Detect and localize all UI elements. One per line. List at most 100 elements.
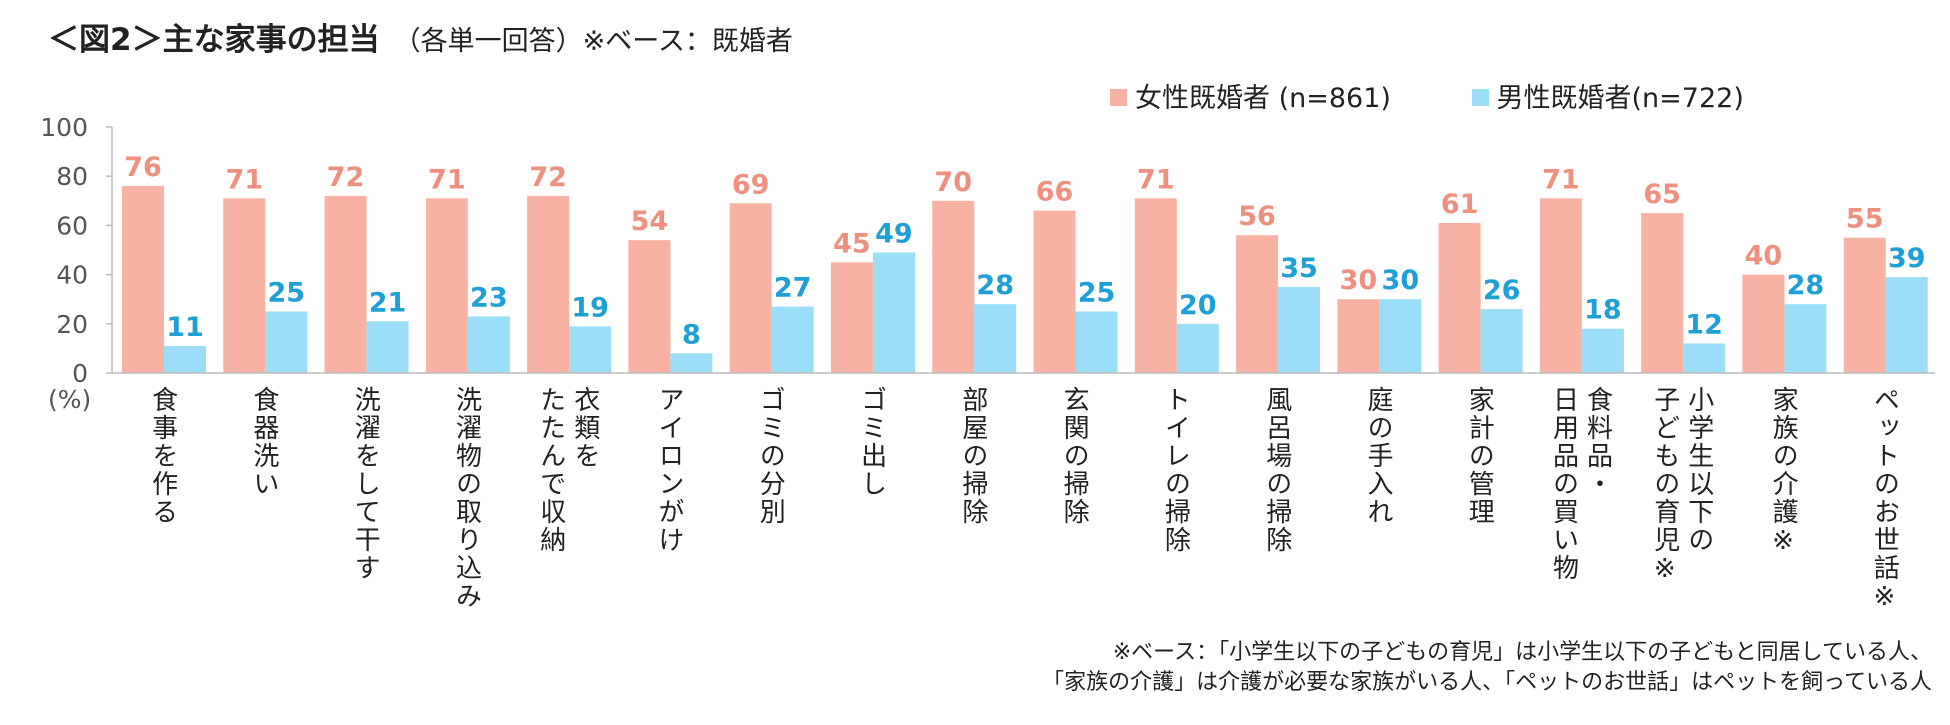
bar-male xyxy=(771,306,814,373)
data-label-female: 70 xyxy=(934,167,972,198)
legend-item-female: 女性既婚者 (n=861) xyxy=(1110,76,1391,115)
bar-female xyxy=(223,198,266,373)
data-label-female: 45 xyxy=(833,228,871,259)
data-label-male: 35 xyxy=(1280,253,1318,284)
bar-male xyxy=(1176,323,1219,373)
bar-female xyxy=(527,195,570,373)
chart-title: ＜図2＞主な家事の担当 xyxy=(48,22,380,58)
category-label: 部屋の掃除 xyxy=(957,386,988,526)
data-label-male: 25 xyxy=(267,278,305,309)
category-label: 玄関の掃除 xyxy=(1059,386,1090,526)
bar-male xyxy=(974,304,1017,373)
data-label-female: 71 xyxy=(1542,164,1580,195)
bar-female xyxy=(830,262,873,373)
bar-female xyxy=(1033,210,1076,373)
legend-item-male: 男性既婚者(n=722) xyxy=(1471,76,1744,115)
data-label-female: 72 xyxy=(327,162,365,193)
chart-title-row: ＜図2＞主な家事の担当 （各単一回答）※ベース：既婚者 xyxy=(48,14,793,59)
category-label: 家計の管理 xyxy=(1464,386,1495,526)
data-label-male: 11 xyxy=(166,312,204,343)
data-label-female: 30 xyxy=(1340,265,1378,296)
bar-female xyxy=(1337,299,1380,373)
bar-male xyxy=(1784,304,1827,373)
data-label-male: 19 xyxy=(571,292,609,323)
bar-female xyxy=(932,200,975,373)
data-label-male: 12 xyxy=(1685,309,1723,340)
data-label-female: 71 xyxy=(1137,164,1175,195)
data-label-male: 18 xyxy=(1584,295,1622,326)
bar-female xyxy=(1539,198,1582,373)
y-tick-label: 40 xyxy=(56,261,88,290)
bar-female xyxy=(1438,222,1481,373)
footnote-line-2: 「家族の介護」は介護が必要な家族がいる人、「ペットのお世話」はペットを飼っている… xyxy=(1042,670,1932,695)
data-label-female: 72 xyxy=(529,162,567,193)
data-label-male: 28 xyxy=(1787,270,1825,301)
chart-subtitle: （各単一回答）※ベース：既婚者 xyxy=(393,26,793,57)
y-tick-label: 80 xyxy=(56,162,88,191)
data-label-female: 40 xyxy=(1745,241,1783,272)
y-tick-label: 0 xyxy=(72,359,88,388)
category-label: 家族の介護※ xyxy=(1768,386,1799,558)
data-label-male: 20 xyxy=(1179,290,1217,321)
category-label: 小学生以下の 子どもの育児※ xyxy=(1649,386,1714,586)
bar-male xyxy=(366,321,409,373)
bar-male xyxy=(1480,309,1523,373)
bar-female xyxy=(1134,198,1177,373)
data-label-male: 28 xyxy=(976,270,1014,301)
category-label: 衣類を たたんで収納 xyxy=(535,386,600,554)
bar-female xyxy=(1742,274,1785,373)
legend-swatch-male xyxy=(1471,89,1489,106)
data-label-female: 65 xyxy=(1643,179,1681,210)
category-label: 食事を作る xyxy=(147,386,178,526)
bar-male xyxy=(1683,343,1726,373)
legend-label-female: 女性既婚者 (n=861) xyxy=(1135,83,1391,114)
bar-female xyxy=(1843,237,1886,373)
data-label-male: 25 xyxy=(1078,278,1116,309)
category-label: 庭の手入れ xyxy=(1362,386,1393,526)
category-label: 風呂場の掃除 xyxy=(1261,386,1292,554)
category-label: アイロンがけ xyxy=(654,386,685,554)
data-label-male: 39 xyxy=(1888,243,1926,274)
legend-label-male: 男性既婚者(n=722) xyxy=(1496,83,1744,114)
bar-female xyxy=(628,240,671,373)
bar-male xyxy=(1075,311,1118,373)
footnote-line-1: ※ベース：「小学生以下の子どもの育児」は小学生以下の子どもと同居している人、 xyxy=(1112,640,1932,665)
data-label-female: 71 xyxy=(225,164,263,195)
data-label-male: 27 xyxy=(774,273,812,304)
data-label-female: 69 xyxy=(732,169,770,200)
data-label-female: 61 xyxy=(1441,189,1479,220)
bar-male xyxy=(1278,286,1321,373)
bar-male xyxy=(1581,328,1624,373)
bar-male xyxy=(1885,277,1928,373)
data-label-male: 8 xyxy=(682,319,701,350)
category-label: ペットのお世話※ xyxy=(1869,386,1900,614)
legend-swatch-female xyxy=(1110,89,1127,106)
category-label: 食料品・ 日用品の買い物 xyxy=(1548,386,1613,582)
bar-female xyxy=(729,203,772,373)
category-label: 洗濯をして干す xyxy=(350,386,381,582)
data-label-male: 30 xyxy=(1382,265,1420,296)
data-label-female: 71 xyxy=(428,164,466,195)
data-label-male: 49 xyxy=(875,218,913,249)
bar-female xyxy=(324,195,367,373)
bar-male xyxy=(569,326,612,373)
category-label: 洗濯物の取り込み xyxy=(451,386,482,610)
bar-male xyxy=(467,316,510,373)
bar-male xyxy=(1379,299,1422,373)
data-label-male: 21 xyxy=(369,287,407,318)
category-label: トイレの掃除 xyxy=(1160,386,1191,554)
legend: 女性既婚者 (n=861) 男性既婚者(n=722) xyxy=(1110,76,1816,115)
y-tick-label: 20 xyxy=(56,310,88,339)
data-label-male: 26 xyxy=(1483,275,1521,306)
data-label-male: 23 xyxy=(470,282,508,313)
category-label: ゴミ出し xyxy=(856,386,887,498)
footnote: ※ベース：「小学生以下の子どもの育児」は小学生以下の子どもと同居している人、 「… xyxy=(1042,638,1932,698)
y-axis-unit-label: (%) xyxy=(48,385,91,414)
category-label: 食器洗い xyxy=(248,386,279,498)
data-label-female: 56 xyxy=(1238,201,1276,232)
bar-male xyxy=(164,345,206,373)
bar-female xyxy=(1641,213,1684,373)
data-label-female: 66 xyxy=(1036,177,1074,208)
bar-female xyxy=(1236,235,1279,373)
